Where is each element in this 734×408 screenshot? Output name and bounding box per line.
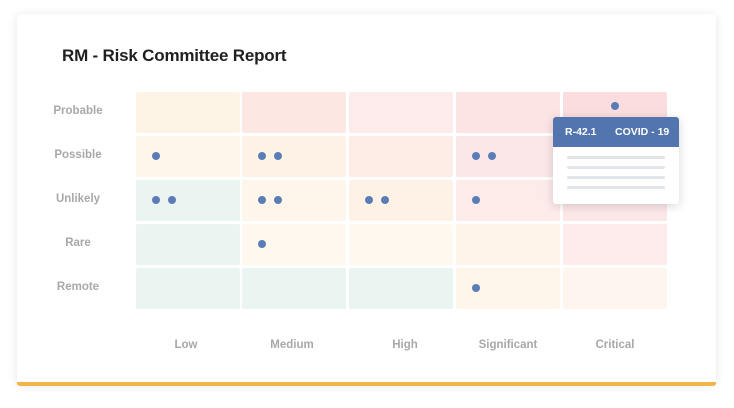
risk-dot[interactable]	[152, 152, 160, 160]
col-label-significant: Significant	[478, 339, 538, 351]
risk-dot[interactable]	[274, 196, 282, 204]
matrix-cell[interactable]	[349, 224, 453, 265]
col-label-critical: Critical	[595, 339, 635, 351]
tooltip-placeholder-line	[567, 186, 665, 189]
matrix-cell[interactable]	[349, 268, 453, 309]
matrix-cell[interactable]	[242, 92, 346, 133]
risk-dot[interactable]	[258, 152, 266, 160]
tooltip-placeholder-line	[567, 166, 665, 169]
risk-tooltip: R-42.1 COVID - 19	[553, 117, 679, 204]
matrix-cell[interactable]	[563, 224, 667, 265]
row-label-remote: Remote	[56, 281, 100, 293]
risk-dot[interactable]	[258, 196, 266, 204]
matrix-cell[interactable]	[242, 268, 346, 309]
card-accent-bar	[17, 382, 716, 386]
tooltip-placeholder-line	[567, 176, 665, 179]
row-label-unlikely: Unlikely	[55, 193, 101, 205]
page-title: RM - Risk Committee Report	[62, 46, 287, 65]
row-label-possible: Possible	[54, 149, 102, 161]
matrix-cell[interactable]	[563, 268, 667, 309]
risk-dot[interactable]	[258, 240, 266, 248]
risk-dot[interactable]	[365, 196, 373, 204]
matrix-cell[interactable]	[136, 268, 240, 309]
risk-dot[interactable]	[152, 196, 160, 204]
matrix-cell[interactable]	[136, 92, 240, 133]
tooltip-placeholder-line	[567, 156, 665, 159]
risk-dot[interactable]	[472, 152, 480, 160]
risk-dot[interactable]	[472, 284, 480, 292]
col-label-high: High	[392, 339, 418, 351]
risk-dot[interactable]	[611, 102, 619, 110]
matrix-cell[interactable]	[136, 224, 240, 265]
tooltip-risk-id: R-42.1	[565, 126, 597, 138]
risk-dot[interactable]	[274, 152, 282, 160]
risk-dot[interactable]	[381, 196, 389, 204]
matrix-cell[interactable]	[349, 136, 453, 177]
row-label-probable: Probable	[53, 105, 103, 117]
tooltip-header: R-42.1 COVID - 19	[553, 117, 679, 147]
row-label-rare: Rare	[65, 237, 91, 249]
risk-dot[interactable]	[472, 196, 480, 204]
matrix-cell[interactable]	[456, 92, 560, 133]
matrix-cell[interactable]	[456, 224, 560, 265]
risk-dot[interactable]	[488, 152, 496, 160]
col-label-low: Low	[174, 339, 198, 351]
tooltip-risk-name: COVID - 19	[615, 126, 670, 138]
matrix-cell[interactable]	[349, 92, 453, 133]
col-label-medium: Medium	[270, 339, 314, 351]
risk-dot[interactable]	[168, 196, 176, 204]
